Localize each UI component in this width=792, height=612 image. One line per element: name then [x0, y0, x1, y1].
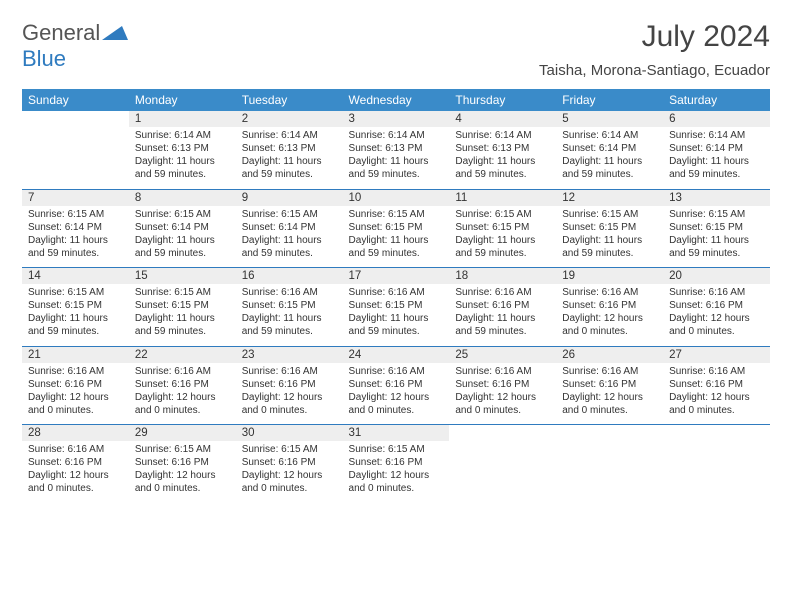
day-content-cell: Sunrise: 6:15 AMSunset: 6:15 PMDaylight:… [343, 206, 450, 268]
day-number-cell: 11 [449, 189, 556, 206]
day-content-cell [449, 441, 556, 503]
day-content-cell: Sunrise: 6:15 AMSunset: 6:14 PMDaylight:… [129, 206, 236, 268]
day-number-cell: 9 [236, 189, 343, 206]
day-number-cell: 13 [663, 189, 770, 206]
day-content-row: Sunrise: 6:14 AMSunset: 6:13 PMDaylight:… [22, 127, 770, 189]
day-number-cell: 1 [129, 111, 236, 127]
header: General Blue July 2024 Taisha, Morona-Sa… [22, 20, 770, 79]
day-header-row: Sunday Monday Tuesday Wednesday Thursday… [22, 89, 770, 111]
calendar-body: 123456Sunrise: 6:14 AMSunset: 6:13 PMDay… [22, 111, 770, 503]
day-number-cell: 5 [556, 111, 663, 127]
day-number-cell: 4 [449, 111, 556, 127]
day-content-cell: Sunrise: 6:16 AMSunset: 6:16 PMDaylight:… [449, 284, 556, 346]
day-number-cell: 16 [236, 268, 343, 285]
day-number-cell: 2 [236, 111, 343, 127]
page-title: July 2024 [539, 20, 770, 54]
day-number-cell: 23 [236, 346, 343, 363]
day-content-cell: Sunrise: 6:15 AMSunset: 6:16 PMDaylight:… [343, 441, 450, 503]
day-content-cell [663, 441, 770, 503]
day-number-cell: 25 [449, 346, 556, 363]
day-number-cell [449, 425, 556, 442]
day-content-row: Sunrise: 6:15 AMSunset: 6:14 PMDaylight:… [22, 206, 770, 268]
logo-word-2: Blue [22, 46, 66, 71]
day-number-cell [556, 425, 663, 442]
day-content-cell: Sunrise: 6:16 AMSunset: 6:16 PMDaylight:… [556, 284, 663, 346]
day-number-cell: 6 [663, 111, 770, 127]
day-content-cell: Sunrise: 6:16 AMSunset: 6:15 PMDaylight:… [236, 284, 343, 346]
day-number-cell: 20 [663, 268, 770, 285]
day-number-cell: 24 [343, 346, 450, 363]
day-number-cell: 22 [129, 346, 236, 363]
day-content-cell: Sunrise: 6:15 AMSunset: 6:16 PMDaylight:… [236, 441, 343, 503]
day-number-cell [663, 425, 770, 442]
day-content-cell: Sunrise: 6:15 AMSunset: 6:15 PMDaylight:… [663, 206, 770, 268]
day-header: Monday [129, 89, 236, 111]
day-number-cell: 17 [343, 268, 450, 285]
day-number-cell: 19 [556, 268, 663, 285]
day-number-cell: 14 [22, 268, 129, 285]
day-content-cell: Sunrise: 6:16 AMSunset: 6:16 PMDaylight:… [22, 363, 129, 425]
logo-text: General Blue [22, 20, 128, 72]
day-number-cell [22, 111, 129, 127]
day-number-row: 21222324252627 [22, 346, 770, 363]
day-header: Wednesday [343, 89, 450, 111]
day-content-cell: Sunrise: 6:14 AMSunset: 6:13 PMDaylight:… [129, 127, 236, 189]
day-content-cell: Sunrise: 6:16 AMSunset: 6:16 PMDaylight:… [449, 363, 556, 425]
day-content-cell: Sunrise: 6:15 AMSunset: 6:14 PMDaylight:… [22, 206, 129, 268]
day-number-cell: 18 [449, 268, 556, 285]
day-content-cell [556, 441, 663, 503]
logo-shape-icon [100, 27, 128, 44]
day-number-cell: 10 [343, 189, 450, 206]
day-number-cell: 30 [236, 425, 343, 442]
title-block: July 2024 Taisha, Morona-Santiago, Ecuad… [539, 20, 770, 79]
day-content-row: Sunrise: 6:15 AMSunset: 6:15 PMDaylight:… [22, 284, 770, 346]
day-content-cell: Sunrise: 6:15 AMSunset: 6:16 PMDaylight:… [129, 441, 236, 503]
day-content-cell: Sunrise: 6:16 AMSunset: 6:16 PMDaylight:… [663, 363, 770, 425]
day-content-cell: Sunrise: 6:14 AMSunset: 6:13 PMDaylight:… [236, 127, 343, 189]
day-number-row: 28293031 [22, 425, 770, 442]
day-number-cell: 8 [129, 189, 236, 206]
day-number-cell: 29 [129, 425, 236, 442]
day-number-cell: 3 [343, 111, 450, 127]
day-content-cell: Sunrise: 6:14 AMSunset: 6:13 PMDaylight:… [449, 127, 556, 189]
day-header: Sunday [22, 89, 129, 111]
day-content-row: Sunrise: 6:16 AMSunset: 6:16 PMDaylight:… [22, 441, 770, 503]
location-text: Taisha, Morona-Santiago, Ecuador [539, 62, 770, 79]
day-number-cell: 26 [556, 346, 663, 363]
day-number-cell: 21 [22, 346, 129, 363]
day-content-cell: Sunrise: 6:15 AMSunset: 6:15 PMDaylight:… [556, 206, 663, 268]
day-content-cell: Sunrise: 6:15 AMSunset: 6:15 PMDaylight:… [449, 206, 556, 268]
day-content-cell [22, 127, 129, 189]
day-header: Tuesday [236, 89, 343, 111]
day-content-cell: Sunrise: 6:16 AMSunset: 6:16 PMDaylight:… [343, 363, 450, 425]
logo-word-1: General [22, 20, 100, 45]
day-header: Friday [556, 89, 663, 111]
day-content-cell: Sunrise: 6:16 AMSunset: 6:16 PMDaylight:… [22, 441, 129, 503]
day-number-cell: 12 [556, 189, 663, 206]
day-content-cell: Sunrise: 6:15 AMSunset: 6:15 PMDaylight:… [22, 284, 129, 346]
day-number-row: 14151617181920 [22, 268, 770, 285]
day-content-cell: Sunrise: 6:14 AMSunset: 6:14 PMDaylight:… [556, 127, 663, 189]
day-number-row: 123456 [22, 111, 770, 127]
logo: General Blue [22, 20, 128, 72]
day-number-cell: 28 [22, 425, 129, 442]
day-content-cell: Sunrise: 6:14 AMSunset: 6:13 PMDaylight:… [343, 127, 450, 189]
day-content-cell: Sunrise: 6:16 AMSunset: 6:16 PMDaylight:… [556, 363, 663, 425]
day-content-cell: Sunrise: 6:14 AMSunset: 6:14 PMDaylight:… [663, 127, 770, 189]
day-number-row: 78910111213 [22, 189, 770, 206]
day-content-cell: Sunrise: 6:16 AMSunset: 6:15 PMDaylight:… [343, 284, 450, 346]
day-content-cell: Sunrise: 6:15 AMSunset: 6:14 PMDaylight:… [236, 206, 343, 268]
day-number-cell: 15 [129, 268, 236, 285]
day-number-cell: 31 [343, 425, 450, 442]
day-number-cell: 27 [663, 346, 770, 363]
day-content-cell: Sunrise: 6:16 AMSunset: 6:16 PMDaylight:… [236, 363, 343, 425]
day-content-cell: Sunrise: 6:15 AMSunset: 6:15 PMDaylight:… [129, 284, 236, 346]
day-content-cell: Sunrise: 6:16 AMSunset: 6:16 PMDaylight:… [663, 284, 770, 346]
day-content-cell: Sunrise: 6:16 AMSunset: 6:16 PMDaylight:… [129, 363, 236, 425]
calendar-table: Sunday Monday Tuesday Wednesday Thursday… [22, 89, 770, 503]
day-number-cell: 7 [22, 189, 129, 206]
day-content-row: Sunrise: 6:16 AMSunset: 6:16 PMDaylight:… [22, 363, 770, 425]
day-header: Saturday [663, 89, 770, 111]
day-header: Thursday [449, 89, 556, 111]
